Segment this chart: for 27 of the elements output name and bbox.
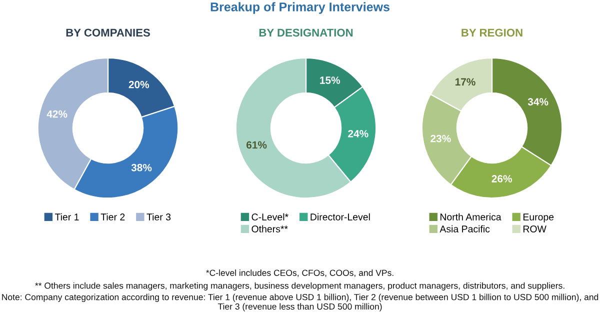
legend-label: Director-Level [310, 213, 370, 220]
data-label: 34% [528, 98, 548, 106]
text: Note: Company categorization according to revenue: Tier 1 (revenue above USD 1 billion), Tier 2 (revenue between USD 1 billion to USD 500 million), and Tier 3 (revenue less than USD 500 million) [2, 294, 598, 312]
legend-label: Asia Pacific [440, 225, 490, 232]
data-label: 26% [492, 175, 512, 182]
data-label: 17% [455, 78, 476, 86]
chart-title: BY DESIGNATION [259, 28, 353, 37]
legend-label: ROW [523, 226, 546, 232]
text: Breakup of Primary Interviews [210, 2, 390, 14]
data-label: 15% [320, 76, 340, 84]
legend-label: Tier 2 [100, 213, 125, 220]
text: ** Others include sales managers, marketing managers, business development managers, product managers, distributors, and suppliers. [35, 282, 564, 290]
chart-title: BY COMPANIES [66, 28, 150, 37]
data-label: 24% [348, 130, 368, 138]
legend-label: North America [440, 213, 502, 220]
chart-title: BY REGION [462, 28, 522, 37]
legend-label: Europe [523, 214, 554, 222]
legend-label: Others** [252, 225, 288, 232]
data-label: 20% [128, 80, 150, 88]
legend-label: Tier 3 [146, 213, 171, 220]
data-label: 23% [430, 134, 451, 142]
data-label: 61% [246, 141, 267, 149]
legend-label: Tier 1 [54, 213, 79, 220]
data-label: 42% [46, 110, 68, 118]
data-label: 38% [131, 164, 152, 172]
text: *C-level includes CEOs, CFOs, COOs, and VPs. [206, 270, 394, 277]
legend-label: C-Level* [252, 213, 288, 220]
